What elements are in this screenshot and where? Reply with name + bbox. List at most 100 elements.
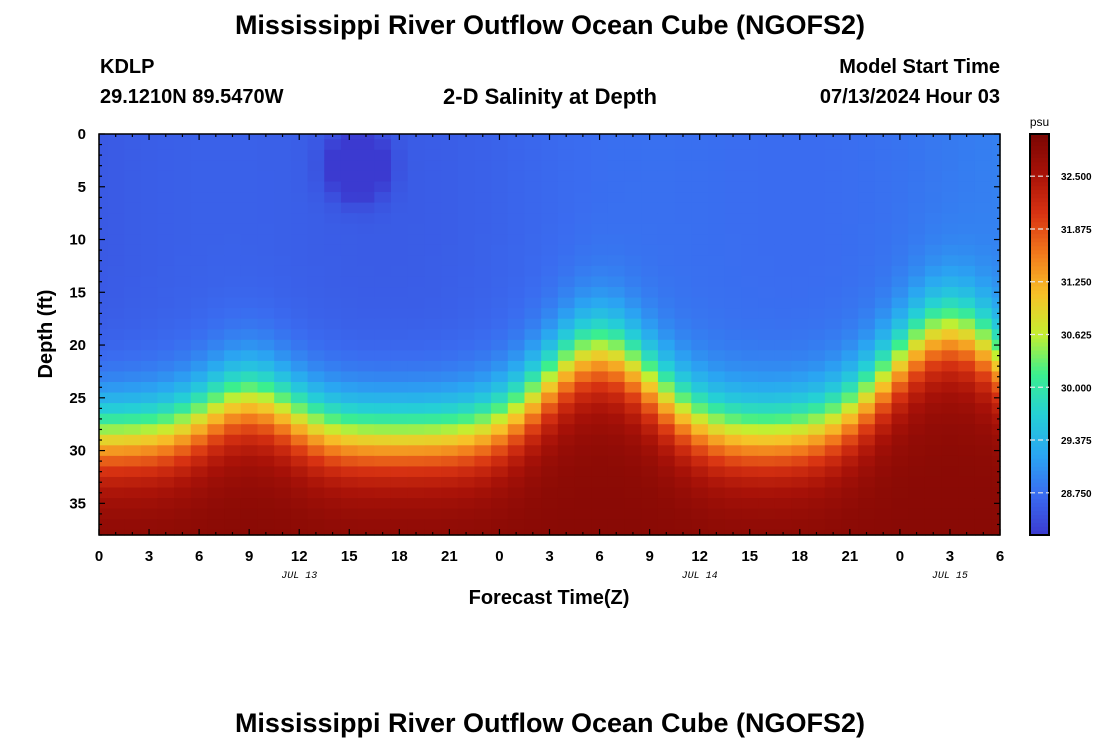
heatmap-cell [958, 244, 976, 256]
heatmap-cell [457, 487, 476, 499]
heatmap-cell [441, 223, 459, 235]
heatmap-cell [657, 170, 676, 183]
heatmap-cell [691, 181, 709, 193]
heatmap-cell [791, 381, 809, 394]
heatmap-cell [474, 392, 492, 404]
heatmap-cell [774, 519, 793, 531]
heatmap-cell [891, 360, 909, 373]
heatmap-cell [240, 255, 259, 267]
heatmap-cell [257, 223, 275, 235]
colorbar-segment [1030, 346, 1049, 352]
heatmap-cell [99, 466, 108, 478]
heatmap-cell [290, 519, 309, 531]
heatmap-cell [307, 371, 325, 383]
heatmap-cell [240, 339, 259, 351]
heatmap-cell [224, 381, 242, 394]
heatmap-cell [224, 139, 242, 151]
heatmap-cell [157, 371, 175, 383]
heatmap-cell [457, 255, 476, 267]
heatmap-cell [874, 297, 893, 309]
colorbar: psu32.50031.87531.25030.62530.00029.3752… [1029, 115, 1092, 536]
heatmap-cell [624, 445, 642, 457]
heatmap-cell [407, 329, 425, 341]
heatmap-cell [207, 223, 225, 235]
heatmap-cell [457, 244, 476, 256]
heatmap-cell [524, 424, 542, 436]
heatmap-cell [290, 139, 309, 151]
heatmap-cell [657, 265, 676, 278]
heatmap-cell [924, 476, 943, 489]
heatmap-cell [207, 403, 225, 415]
heatmap-cell [974, 360, 993, 373]
heatmap-cell [758, 160, 776, 172]
colorbar-tick-label: 31.875 [1061, 225, 1092, 236]
heatmap-cell [941, 170, 959, 183]
heatmap-cell [157, 308, 175, 320]
heatmap-cell [357, 413, 375, 425]
heatmap-cell [674, 297, 692, 309]
heatmap-cell [758, 403, 776, 415]
heatmap-cell [858, 181, 876, 193]
heatmap-cell [441, 276, 459, 288]
heatmap-cell [591, 276, 609, 288]
heatmap-cell [758, 213, 776, 225]
heatmap-cell [99, 134, 108, 140]
heatmap-cell [491, 381, 509, 394]
heatmap-cell [457, 455, 476, 468]
heatmap-cell [190, 424, 209, 436]
x-tick-label: 18 [791, 548, 808, 565]
heatmap-cell [541, 255, 559, 267]
heatmap-cell [941, 413, 959, 425]
heatmap-cell [474, 255, 492, 267]
heatmap-cell [257, 466, 275, 478]
heatmap-cell [524, 160, 542, 172]
heatmap-cell [307, 434, 325, 446]
heatmap-cell [974, 287, 993, 299]
heatmap-cell [407, 445, 425, 457]
heatmap-cell [190, 403, 209, 415]
heatmap-cell [157, 339, 175, 351]
colorbar-segment [1030, 214, 1049, 219]
heatmap-cell [557, 181, 576, 193]
heatmap-cell [457, 265, 476, 278]
heatmap-cell [290, 508, 309, 520]
heatmap-cell [774, 487, 793, 499]
heatmap-cell [257, 160, 275, 172]
heatmap-cell [541, 350, 559, 362]
heatmap-cell [424, 149, 442, 161]
heatmap-cell [290, 308, 309, 320]
colorbar-segment [1030, 418, 1049, 424]
heatmap-cell [324, 202, 342, 214]
heatmap-cell [624, 329, 642, 341]
heatmap-cell [541, 318, 559, 330]
heatmap-cell [774, 318, 793, 330]
heatmap-cell [174, 287, 192, 299]
heatmap-cell [691, 234, 709, 246]
heatmap-cell [774, 308, 793, 320]
heatmap-cell [290, 160, 309, 172]
heatmap-cell [674, 360, 692, 373]
heatmap-cell [240, 381, 259, 394]
heatmap-cell [140, 360, 158, 373]
main-title: Mississippi River Outflow Ocean Cube (NG… [234, 10, 866, 40]
heatmap-cell [99, 403, 108, 415]
heatmap-cell [941, 498, 959, 510]
heatmap-cell [758, 244, 776, 256]
heatmap-cell [624, 381, 642, 394]
heatmap-cell [624, 308, 642, 320]
heatmap-cell [624, 318, 642, 330]
heatmap-cell [224, 339, 242, 351]
heatmap-cell [708, 466, 726, 478]
heatmap-cell [657, 508, 676, 520]
heatmap-cell [207, 519, 225, 531]
heatmap-cell [324, 381, 342, 394]
heatmap-cell [924, 244, 943, 256]
heatmap-cell [124, 339, 142, 351]
heatmap-cell [591, 234, 609, 246]
colorbar-segment [1030, 278, 1049, 283]
heatmap-cell [224, 350, 242, 362]
heatmap-cell [708, 508, 726, 520]
heatmap-cell [741, 455, 759, 468]
heatmap-cell [874, 318, 893, 330]
heatmap-cell [99, 519, 108, 531]
